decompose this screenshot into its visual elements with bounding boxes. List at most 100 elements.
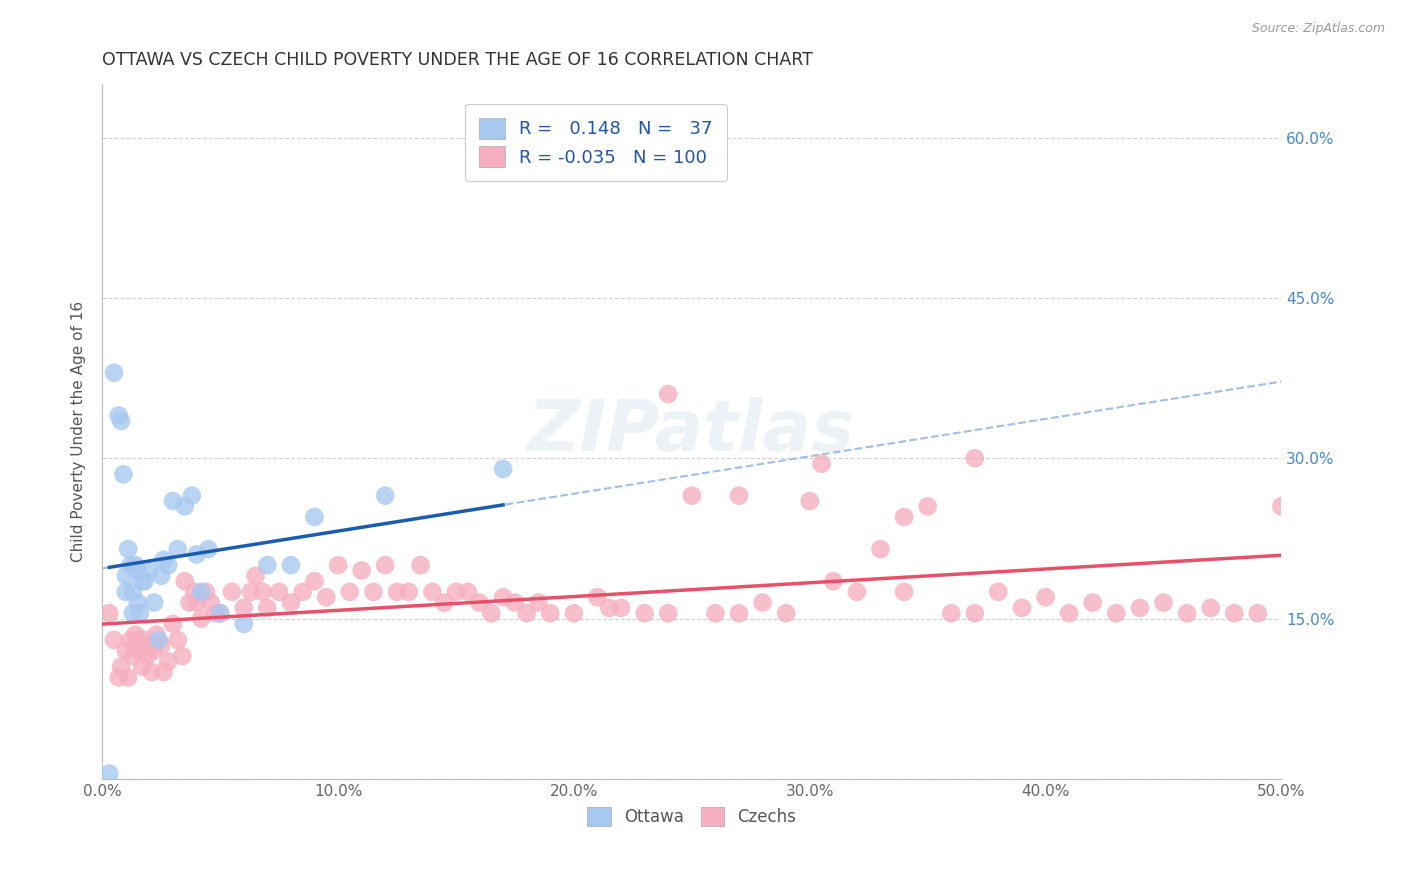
Point (1035, 591, 1057, 605)
Point (110, 659, 132, 673)
Point (124, 558, 146, 573)
Point (385, 585, 408, 599)
Point (987, 585, 1010, 599)
Point (1199, 600, 1222, 615)
Point (893, 510, 915, 524)
Point (152, 665, 174, 679)
Point (1129, 600, 1152, 615)
Point (186, 548, 208, 562)
Point (422, 585, 444, 599)
Point (751, 596, 773, 610)
Point (179, 596, 201, 610)
Point (326, 558, 349, 573)
Point (339, 585, 361, 599)
Point (127, 564, 149, 578)
Point (134, 632, 156, 647)
Point (120, 558, 142, 573)
Point (120, 632, 142, 647)
Point (131, 574, 153, 589)
Point (610, 600, 633, 615)
Legend: Ottawa, Czechs: Ottawa, Czechs (581, 800, 803, 833)
Point (1081, 596, 1104, 610)
Point (172, 648, 194, 663)
Point (256, 558, 278, 573)
Point (209, 606, 232, 620)
Point (1057, 606, 1080, 620)
Point (363, 585, 385, 599)
Point (138, 564, 160, 578)
Text: Source: ZipAtlas.com: Source: ZipAtlas.com (1251, 22, 1385, 36)
Point (492, 462, 515, 476)
Point (127, 632, 149, 647)
Point (150, 638, 173, 652)
Point (492, 591, 515, 605)
Point (350, 564, 373, 578)
Point (963, 606, 986, 620)
Point (98, 606, 121, 620)
Point (200, 596, 222, 610)
Text: OTTAWA VS CZECH CHILD POVERTY UNDER THE AGE OF 16 CORRELATION CHART: OTTAWA VS CZECH CHILD POVERTY UNDER THE … (103, 51, 813, 69)
Point (503, 596, 526, 610)
Point (869, 542, 891, 557)
Point (166, 542, 188, 557)
Point (166, 632, 188, 647)
Point (204, 606, 226, 620)
Point (433, 596, 456, 610)
Point (267, 585, 290, 599)
Point (917, 500, 939, 514)
Text: ZIPatlas: ZIPatlas (529, 397, 855, 466)
Point (103, 632, 125, 647)
Point (183, 585, 205, 599)
Point (245, 569, 267, 583)
Point (1153, 596, 1175, 610)
Point (252, 585, 274, 599)
Point (941, 606, 963, 620)
Point (122, 585, 145, 599)
Point (280, 558, 302, 573)
Point (122, 606, 145, 620)
Point (468, 596, 491, 610)
Point (129, 606, 152, 620)
Point (232, 616, 254, 631)
Point (190, 611, 212, 625)
Point (374, 489, 396, 503)
Point (457, 585, 479, 599)
Point (598, 600, 620, 615)
Point (114, 643, 136, 657)
Point (145, 627, 167, 641)
Point (143, 596, 166, 610)
Point (409, 558, 432, 573)
Point (304, 574, 326, 589)
Point (152, 553, 174, 567)
Point (315, 591, 337, 605)
Point (148, 632, 170, 647)
Point (141, 665, 163, 679)
Point (232, 600, 254, 615)
Point (131, 659, 153, 673)
Point (1223, 606, 1246, 620)
Point (562, 606, 585, 620)
Point (586, 591, 609, 605)
Point (1175, 606, 1198, 620)
Point (136, 648, 159, 663)
Point (1270, 500, 1292, 514)
Point (527, 596, 550, 610)
Point (129, 643, 152, 657)
Point (633, 606, 655, 620)
Point (180, 489, 202, 503)
Point (963, 451, 986, 466)
Point (728, 606, 751, 620)
Point (98, 766, 121, 780)
Point (110, 414, 132, 428)
Point (398, 585, 420, 599)
Point (657, 606, 679, 620)
Point (143, 643, 166, 657)
Point (823, 574, 845, 589)
Point (138, 638, 160, 652)
Point (221, 585, 243, 599)
Point (845, 585, 868, 599)
Point (516, 606, 538, 620)
Point (291, 585, 314, 599)
Point (728, 489, 751, 503)
Point (134, 574, 156, 589)
